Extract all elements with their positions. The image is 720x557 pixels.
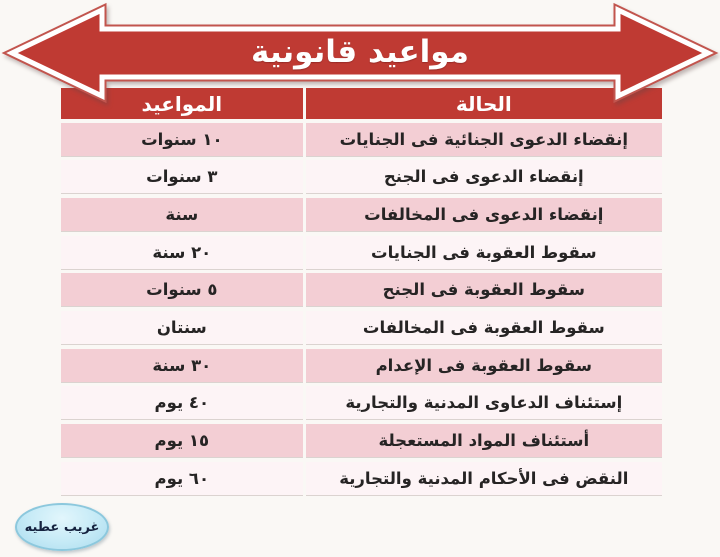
deadlines-table: الحالة المواعيد إنقضاء الدعوى الجنائية ف… xyxy=(61,88,662,499)
case-cell: سقوط العقوبة فى المخالفات xyxy=(305,310,662,345)
deadline-cell: ٥ سنوات xyxy=(61,273,303,308)
table-row: سقوط العقوبة فى الجنايات ٢٠ سنة xyxy=(61,235,662,270)
case-cell: إنقضاء الدعوى فى المخالفات xyxy=(305,197,662,232)
deadline-cell: ٣٠ سنة xyxy=(61,348,303,383)
table-row: سقوط العقوبة فى الإعدام ٣٠ سنة xyxy=(61,348,662,383)
table-row: سقوط العقوبة فى المخالفات سنتان xyxy=(61,310,662,345)
table-row: سقوط العقوبة فى الجنح ٥ سنوات xyxy=(61,273,662,308)
case-cell: سقوط العقوبة فى الجنح xyxy=(305,273,662,308)
table-row: إنقضاء الدعوى الجنائية فى الجنايات ١٠ سن… xyxy=(61,122,662,157)
case-cell: إنقضاء الدعوى الجنائية فى الجنايات xyxy=(305,122,662,157)
table-row: إستئناف الدعاوى المدنية والتجارية ٤٠ يوم xyxy=(61,386,662,421)
double-arrow-shape xyxy=(1,2,719,104)
deadline-cell: سنة xyxy=(61,197,303,232)
table-row: إنقضاء الدعوى فى المخالفات سنة xyxy=(61,197,662,232)
case-cell: سقوط العقوبة فى الإعدام xyxy=(305,348,662,383)
author-badge: غريب عطيه xyxy=(15,503,109,551)
deadline-cell: ٢٠ سنة xyxy=(61,235,303,270)
case-cell: أستئناف المواد المستعجلة xyxy=(305,424,662,458)
table-body: إنقضاء الدعوى الجنائية فى الجنايات ١٠ سن… xyxy=(61,122,662,496)
arrow-banner xyxy=(0,0,720,112)
case-cell: إنقضاء الدعوى فى الجنح xyxy=(305,160,662,195)
case-cell: سقوط العقوبة فى الجنايات xyxy=(305,235,662,270)
deadline-cell: ٤٠ يوم xyxy=(61,386,303,421)
table-row: إنقضاء الدعوى فى الجنح ٣ سنوات xyxy=(61,160,662,195)
header-case: الحالة xyxy=(305,88,662,119)
case-cell: النقض فى الأحكام المدنية والتجارية xyxy=(305,461,662,496)
deadline-cell: ١٠ سنوات xyxy=(61,122,303,157)
deadline-cell: ٦٠ يوم xyxy=(61,461,303,496)
table-row: أستئناف المواد المستعجلة ١٥ يوم xyxy=(61,424,662,458)
deadline-cell: ١٥ يوم xyxy=(61,424,303,458)
table-row: النقض فى الأحكام المدنية والتجارية ٦٠ يو… xyxy=(61,461,662,496)
deadline-cell: سنتان xyxy=(61,310,303,345)
case-cell: إستئناف الدعاوى المدنية والتجارية xyxy=(305,386,662,421)
author-badge-label: غريب عطيه xyxy=(24,519,100,535)
deadline-cell: ٣ سنوات xyxy=(61,160,303,195)
